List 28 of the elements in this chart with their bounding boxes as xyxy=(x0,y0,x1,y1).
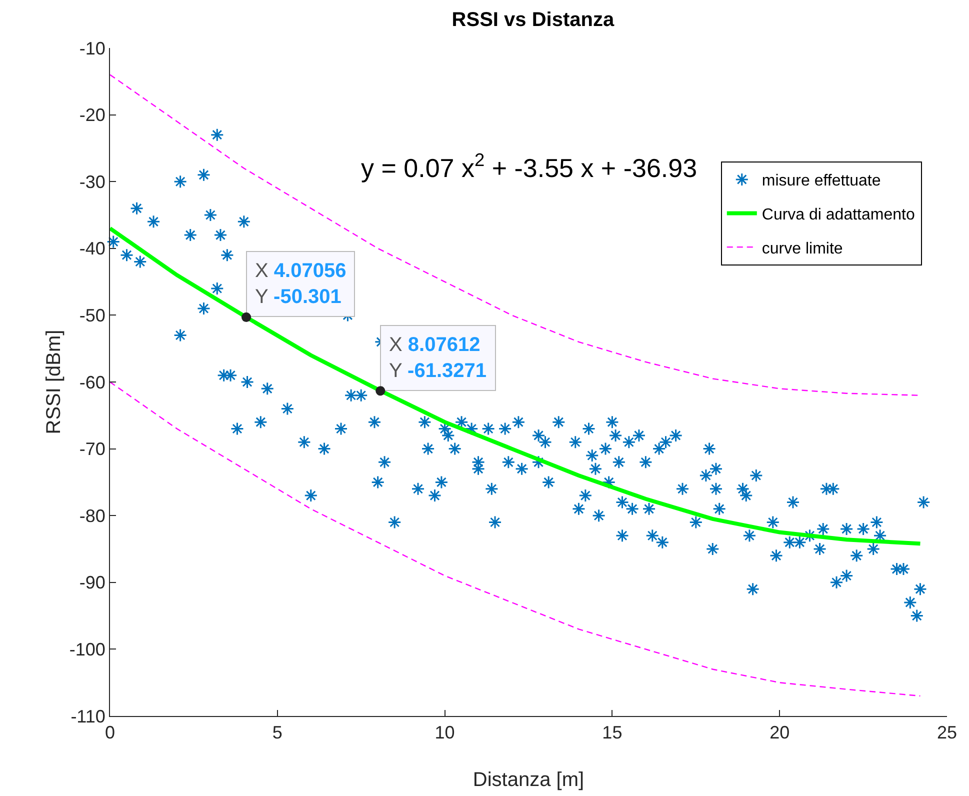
y-tick-label: -20 xyxy=(79,105,106,126)
y-tick-label: -90 xyxy=(79,572,106,593)
y-tick-label: -100 xyxy=(69,640,106,660)
line-series xyxy=(110,381,921,697)
y-tick-label: -10 xyxy=(79,38,106,58)
y-tick-label: -70 xyxy=(79,439,106,460)
x-tick-label: 25 xyxy=(936,722,958,743)
x-axis-title: Distanza [m] xyxy=(472,769,584,791)
y-axis-title: RSSI [dBm] xyxy=(43,330,65,434)
annotation: X 8.07612 Y -61.3271 xyxy=(389,334,487,382)
x-tick-label: 10 xyxy=(434,722,455,743)
line-series xyxy=(110,226,922,546)
chart-title: RSSI vs Distanza xyxy=(452,8,615,31)
y-tick-label: -110 xyxy=(70,706,106,726)
x-tick-label: 20 xyxy=(770,722,790,743)
legend-label: curve limite xyxy=(762,240,843,258)
y-tick-label: -50 xyxy=(79,306,106,326)
x-tick-label: 5 xyxy=(272,722,282,743)
legend-label: Curva di adattamento xyxy=(762,206,915,224)
y-tick-label: -80 xyxy=(79,506,106,526)
annotation: y = 0.07 x$^{2}$ + -3.55 x + -36.93 xyxy=(361,150,698,183)
legend-label: misure effettuate xyxy=(762,172,881,190)
x-tick-label: 15 xyxy=(602,722,622,743)
annotation: X 4.07056 Y -50.301 xyxy=(255,260,346,308)
x-tick-label: 0 xyxy=(104,722,116,743)
y-tick-label: -60 xyxy=(79,372,106,392)
y-tick-label: -40 xyxy=(79,238,106,259)
y-tick-label: -30 xyxy=(79,172,106,192)
